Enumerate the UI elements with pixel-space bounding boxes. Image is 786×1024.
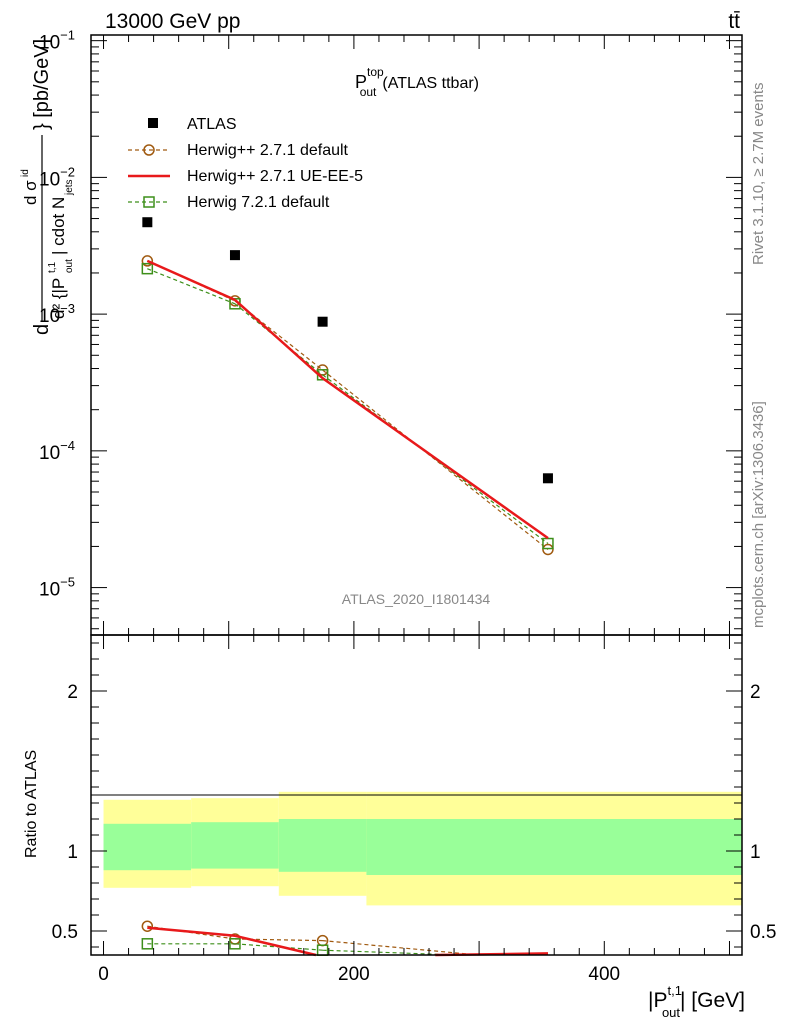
legend-label-herwigpp-ueee5: Herwig++ 2.7.1 UE-EE-5 bbox=[187, 168, 363, 185]
ratio-herwig-2-7-1-ue-ee-5-line bbox=[147, 926, 549, 957]
ratio-herwig-2-7-1-default-point-0 bbox=[141, 920, 154, 932]
main-series-group bbox=[141, 217, 554, 556]
main-y-tick-label-2: 10−3 bbox=[39, 301, 75, 327]
main-herwig-2-7-1-ue-ee-5-line bbox=[146, 259, 549, 540]
svg-text:} [pb/GeV]: } [pb/GeV] bbox=[31, 39, 53, 130]
main-herwig-2-7-1-default-point-3 bbox=[542, 543, 554, 556]
ratio-uncertainty-bands bbox=[103, 791, 742, 906]
ratio-herwig-7-2-1-default-point-0 bbox=[141, 938, 154, 950]
axis-ticks bbox=[91, 35, 742, 955]
svg-text:d: d bbox=[31, 324, 53, 335]
legend-marker-herwig7-default bbox=[143, 196, 155, 208]
svg-text:id: id bbox=[20, 169, 31, 177]
main-atlas-point-0 bbox=[142, 217, 153, 228]
ratio-plot-frame bbox=[90, 634, 743, 956]
x-tick-label-2: 400 bbox=[588, 964, 620, 985]
ratio-y-tick-label-right-2: 2 bbox=[750, 682, 761, 703]
legend: ATLAS Herwig++ 2.7.1 default Herwig++ 2.… bbox=[128, 116, 363, 211]
main-herwig-7-2-1-default-point-0 bbox=[141, 262, 154, 275]
x-tick-label-1: 200 bbox=[338, 964, 370, 985]
main-herwig-2-7-1-default-line bbox=[147, 260, 549, 550]
ratio-y-tick-label-left-1: 1 bbox=[67, 842, 78, 863]
legend-label-herwig7-default: Herwig 7.2.1 default bbox=[187, 194, 330, 211]
main-y-tick-label-4: 10−5 bbox=[39, 575, 75, 601]
svg-text:out: out bbox=[64, 259, 75, 273]
main-atlas-point-1 bbox=[229, 250, 240, 261]
ratio-y-tick-label-left-0: 0.5 bbox=[52, 922, 78, 943]
x-axis-label: |Pt,1 out| [GeV] bbox=[648, 983, 745, 1020]
y-axis-label-ratio: Ratio to ATLAS bbox=[23, 750, 40, 858]
legend-label-atlas: ATLAS bbox=[187, 116, 237, 133]
ratio-band-green-3 bbox=[366, 819, 742, 875]
source-label: mcplots.cern.ch [arXiv:1306.3436] bbox=[750, 401, 767, 628]
svg-text:| cdot N: | cdot N bbox=[49, 197, 68, 255]
process-label: tt̄ bbox=[728, 10, 740, 33]
tick-labels: 10−1 10−2 10−3 10−4 10−5 0 200 400 0.5 0.5 1 1 2 2 bbox=[39, 28, 776, 985]
svg-text:d² {|P: d² {|P bbox=[49, 278, 68, 319]
y-axis-label-main: d d σ id d² {|P t,1 out | cdot N jets } … bbox=[20, 39, 75, 335]
ratio-y-tick-label-right-1: 1 bbox=[750, 842, 761, 863]
ratio-y-tick-label-left-2: 2 bbox=[67, 682, 78, 703]
main-y-tick-label-0: 10−1 bbox=[39, 28, 75, 54]
ratio-herwig-7-2-1-default-point-1 bbox=[229, 938, 241, 950]
analysis-id-label: ATLAS_2020_I1801434 bbox=[342, 591, 491, 607]
svg-text:t,1: t,1 bbox=[47, 261, 58, 273]
ratio-herwig-7-2-1-default-line bbox=[147, 943, 458, 956]
main-herwig-7-2-1-default-point-3 bbox=[542, 537, 554, 550]
beam-label: 13000 GeV pp bbox=[105, 10, 240, 33]
ratio-band-green-0 bbox=[103, 823, 192, 871]
svg-text:jets: jets bbox=[64, 179, 75, 196]
main-atlas-point-3 bbox=[542, 473, 553, 484]
main-herwig-2-7-1-default-point-0 bbox=[141, 255, 154, 267]
plot-title: Ptop out (ATLAS ttbar) bbox=[355, 65, 479, 99]
rivet-version-label: Rivet 3.1.10, ≥ 2.7M events bbox=[750, 83, 767, 266]
ratio-band-green-2 bbox=[278, 819, 367, 872]
main-atlas-point-2 bbox=[317, 316, 328, 327]
main-y-tick-label-1: 10−2 bbox=[39, 164, 75, 190]
ratio-band-green-1 bbox=[191, 822, 279, 869]
ratio-y-tick-label-right-0: 0.5 bbox=[750, 922, 776, 943]
main-y-tick-label-3: 10−4 bbox=[39, 438, 75, 464]
x-tick-label-0: 0 bbox=[98, 964, 109, 985]
legend-marker-herwigpp-default bbox=[143, 144, 155, 156]
legend-marker-atlas bbox=[148, 118, 158, 128]
legend-label-herwigpp-default: Herwig++ 2.7.1 default bbox=[187, 142, 349, 159]
svg-text:d σ: d σ bbox=[21, 180, 40, 205]
